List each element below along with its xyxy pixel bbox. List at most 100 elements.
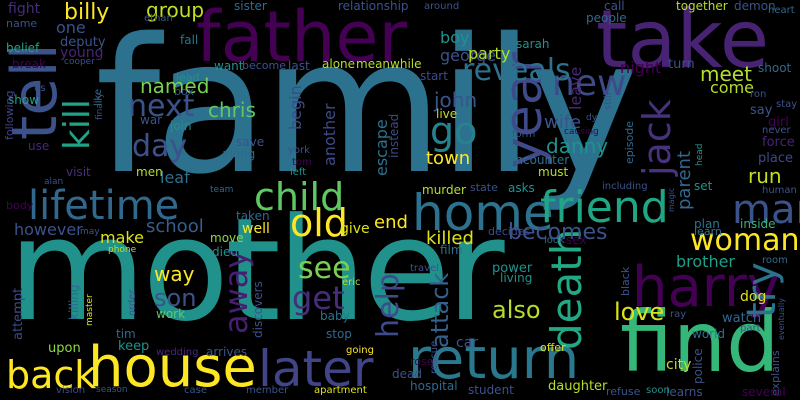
word-travel: travel (410, 263, 440, 274)
word-away: away (217, 249, 255, 334)
word-however: however (14, 220, 83, 239)
word-family: family (95, 0, 639, 215)
word-force: force (762, 135, 795, 150)
word-may: may (80, 227, 100, 237)
word-becomes: becomes (508, 220, 608, 245)
word-together: together (676, 0, 728, 13)
word-film: film (440, 243, 463, 257)
word-master: master (85, 294, 95, 326)
word-taken: taken (236, 209, 270, 223)
word-inside: inside (740, 217, 776, 231)
word-sister: sister (234, 0, 267, 13)
word-team: team (210, 185, 234, 195)
word-learn: learn (694, 225, 722, 238)
word-billy: billy (64, 0, 110, 25)
word-show: show (8, 93, 40, 107)
word-killed: killed (426, 228, 474, 249)
word-hospital: hospital (410, 379, 458, 393)
word-place: place (758, 151, 793, 166)
word-next: next (128, 89, 195, 124)
word-body: body (6, 199, 34, 212)
word-dog: dog (740, 289, 767, 305)
word-instead: instead (387, 113, 401, 158)
word-leave: leave (566, 66, 585, 110)
word-brother: brother (676, 252, 736, 271)
word-turn: turn (668, 57, 695, 72)
word-start: start (420, 69, 448, 83)
word-car: car (456, 335, 479, 351)
word-around: around (424, 1, 460, 12)
word-kill: kill (57, 99, 98, 150)
word-head: head (695, 143, 705, 166)
word-baby: baby (320, 309, 350, 323)
word-upon: upon (48, 341, 81, 356)
word-love: love (614, 298, 665, 326)
word-season: season (96, 385, 128, 395)
word-killing: killing (67, 284, 81, 320)
word-alone: alone (322, 57, 356, 71)
word-come: come (710, 78, 755, 97)
word-also: also (492, 296, 541, 324)
word-demon: demon (734, 0, 776, 13)
word-wedding: wedding (156, 347, 199, 358)
word-dead: dead (392, 367, 422, 381)
word-house: house (88, 335, 257, 400)
word-power: power (492, 261, 533, 276)
word-run: run (748, 164, 782, 188)
word-school: school (146, 216, 204, 237)
word-call: call (604, 0, 625, 13)
word-named: named (140, 74, 210, 98)
word-group: group (146, 0, 205, 22)
word-take: take (596, 0, 770, 86)
word-boy: boy (440, 28, 470, 47)
word-following: following (3, 90, 16, 140)
word-fall: fall (180, 33, 199, 47)
word-episode: episode (623, 120, 636, 164)
word-decides: decides (488, 225, 531, 238)
word-son: son (154, 284, 197, 312)
word-died: died (212, 245, 238, 259)
word-jack: jack (635, 99, 679, 176)
word-child: child (254, 175, 345, 219)
word-danny: danny (546, 134, 609, 158)
word-soon: soon (646, 385, 670, 396)
word-back: back (6, 353, 97, 397)
word-causing: causing (564, 127, 599, 137)
word-later: later (258, 340, 374, 398)
word-save: save (236, 135, 265, 149)
word-cooper: cooper (64, 57, 95, 67)
word-father: father (196, 0, 408, 78)
word-go: go (430, 109, 478, 153)
word-parent: parent (674, 150, 695, 210)
word-eric: eric (342, 277, 361, 288)
word-girl: girl (768, 115, 789, 130)
word-day: day (132, 129, 188, 164)
word-join: join (170, 119, 192, 133)
word-eventually: eventually (777, 298, 786, 340)
word-get: get (292, 279, 345, 317)
word-deputy: deputy (60, 35, 106, 50)
word-home: home (412, 184, 554, 242)
word-woman: woman (690, 223, 800, 258)
word-wife: wife (544, 112, 582, 133)
word-stop: stop (326, 327, 352, 341)
word-us: us (34, 83, 46, 94)
word-discovers: discovers (251, 281, 265, 338)
word-party: party (468, 44, 511, 63)
word-begin: begin (286, 85, 305, 130)
word-return: return (408, 327, 580, 392)
word-york: york (288, 145, 310, 156)
word-tim: tim (116, 327, 136, 341)
word-keep: keep (118, 339, 150, 354)
word-including: including (602, 181, 648, 192)
word-town: town (426, 148, 471, 169)
word-visit: visit (66, 165, 91, 179)
word-rose: rose (410, 355, 434, 368)
word-work: work (156, 307, 186, 321)
word-meet: meet (700, 62, 752, 86)
word-alan: alan (44, 177, 64, 187)
word-live: live (436, 107, 458, 121)
word-like: like (93, 88, 104, 106)
word-one: one (56, 18, 86, 37)
word-end: end (374, 212, 408, 233)
